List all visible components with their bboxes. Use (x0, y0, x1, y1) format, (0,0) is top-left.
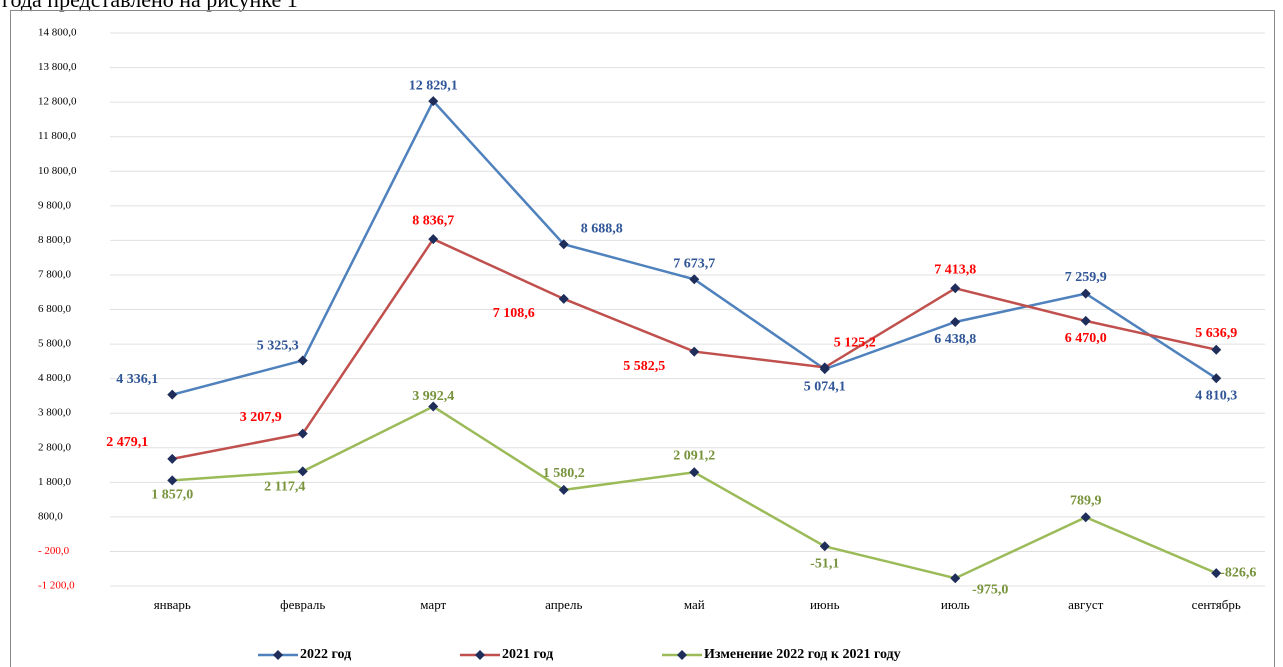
y-tick-label: 5 800,0 (38, 338, 72, 350)
x-tick-label: апрель (545, 597, 582, 612)
x-tick-label: июль (941, 597, 970, 612)
x-tick-label: май (684, 597, 705, 612)
y-tick-label: 14 800,0 (38, 27, 77, 39)
point-marker (428, 234, 439, 245)
point-marker (950, 573, 961, 584)
data-label: 5 074,1 (804, 379, 846, 394)
data-label: 6 470,0 (1065, 331, 1107, 346)
point-marker (1080, 288, 1091, 299)
point-marker (950, 316, 961, 327)
y-tick-label: -1 200,0 (38, 580, 75, 592)
data-label: 7 259,9 (1065, 270, 1107, 285)
y-tick-label: 2 800,0 (38, 441, 72, 453)
y-tick-label: - 200,0 (38, 545, 70, 557)
y-tick-label: 13 800,0 (38, 61, 77, 73)
data-label: 1 857,0 (151, 488, 193, 503)
y-tick-label: 12 800,0 (38, 96, 77, 108)
point-marker (819, 362, 830, 373)
point-marker (1211, 373, 1222, 384)
data-label: 8 836,7 (412, 213, 454, 228)
x-tick-label: сентябрь (1192, 597, 1241, 612)
data-label: -975,0 (972, 582, 1008, 597)
series-line (172, 405, 1217, 580)
point-marker (558, 293, 569, 304)
data-label: 2 117,4 (264, 480, 305, 495)
legend-label: Изменение 2022 год к 2021 году (704, 647, 901, 662)
data-label: 789,9 (1070, 493, 1102, 508)
legend-label: 2021 год (502, 647, 553, 662)
data-label: -51,1 (810, 557, 839, 572)
point-marker (689, 274, 700, 285)
data-label: 7 413,8 (934, 263, 976, 278)
data-label: 2 479,1 (106, 435, 148, 450)
y-tick-label: 4 800,0 (38, 372, 72, 384)
data-label: 3 207,9 (240, 410, 282, 425)
data-label: 2 091,2 (673, 448, 715, 463)
y-tick-label: 1 800,0 (38, 476, 72, 488)
y-tick-label: 10 800,0 (38, 165, 77, 177)
legend-marker (475, 650, 485, 660)
point-marker (689, 467, 700, 478)
point-marker (297, 355, 308, 366)
y-tick-label: 7 800,0 (38, 268, 72, 280)
point-marker (1211, 344, 1222, 355)
point-marker (428, 401, 439, 412)
point-marker (167, 453, 178, 464)
point-marker (558, 484, 569, 495)
point-marker (819, 541, 830, 552)
y-tick-label: 3 800,0 (38, 407, 72, 419)
point-marker (428, 96, 439, 107)
x-tick-label: июнь (810, 597, 840, 612)
y-tick-label: 11 800,0 (38, 130, 77, 142)
y-tick-label: 9 800,0 (38, 199, 72, 211)
x-tick-label: январь (154, 597, 191, 612)
data-label: 5 325,3 (257, 339, 299, 354)
x-tick-label: август (1068, 597, 1104, 612)
point-marker (167, 389, 178, 400)
y-tick-label: 8 800,0 (38, 234, 72, 246)
data-label: -826,6 (1220, 565, 1256, 580)
data-label: 6 438,8 (934, 332, 976, 347)
data-label: 12 829,1 (409, 78, 458, 93)
x-tick-label: февраль (280, 597, 325, 612)
point-marker (297, 466, 308, 477)
caption: года представлено на рисунке 1 (2, 0, 298, 12)
data-label: 7 673,7 (673, 257, 715, 272)
point-marker (1080, 512, 1091, 523)
y-tick-label: 6 800,0 (38, 303, 72, 315)
data-label: 5 636,9 (1195, 326, 1237, 341)
chart-frame (10, 10, 1275, 667)
data-label: 8 688,8 (581, 221, 623, 236)
data-label: 4 336,1 (116, 372, 158, 387)
data-label: 5 582,5 (623, 359, 665, 374)
legend-marker (677, 650, 687, 660)
x-tick-label: март (420, 597, 446, 612)
legend-label: 2022 год (300, 647, 351, 662)
data-label: 5 125,2 (834, 336, 876, 351)
data-label: 4 810,3 (1195, 388, 1237, 403)
point-marker (558, 239, 569, 250)
y-tick-label: 800,0 (38, 510, 63, 522)
point-marker (297, 428, 308, 439)
data-label: 1 580,2 (543, 466, 585, 481)
data-label: 3 992,4 (412, 389, 454, 404)
point-marker (1211, 568, 1222, 579)
point-marker (1080, 315, 1091, 326)
data-label: 7 108,6 (493, 306, 535, 321)
point-marker (689, 346, 700, 357)
point-marker (167, 475, 178, 486)
legend-marker (273, 650, 283, 660)
point-marker (950, 283, 961, 294)
